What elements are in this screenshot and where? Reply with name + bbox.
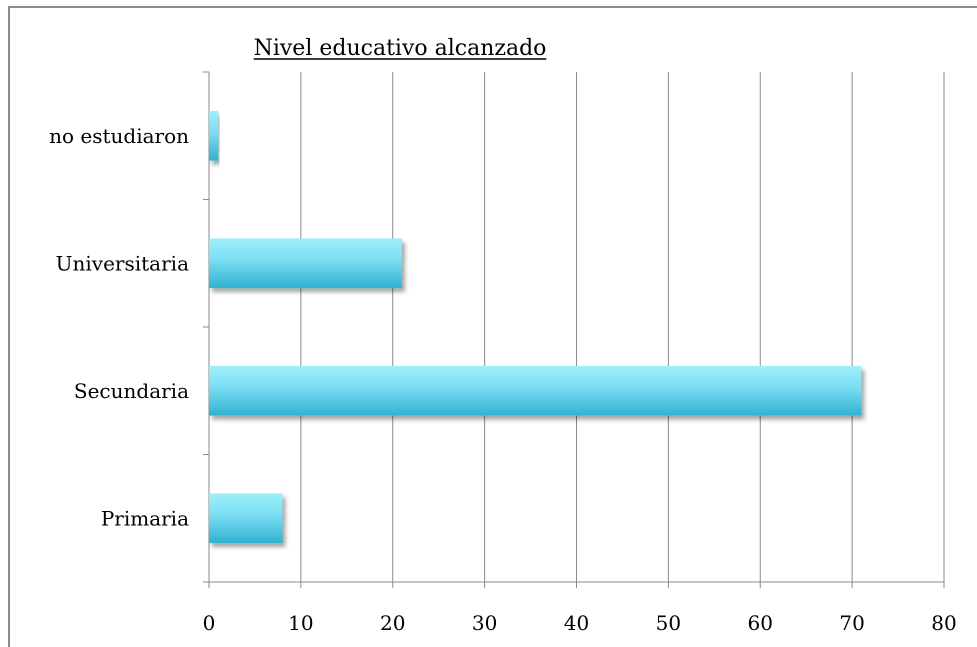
x-tick-label-10: 10 (288, 611, 313, 635)
bar-primaria (209, 493, 283, 544)
x-tick-label-70: 70 (839, 611, 864, 635)
bars (209, 110, 862, 544)
y-category-label-universitaria: Universitaria (56, 251, 189, 275)
y-category-label-no-estudiaron: no estudiaron (49, 124, 189, 148)
y-category-label-primaria: Primaria (101, 506, 189, 530)
axes (203, 71, 945, 588)
bar-no-estudiaron (209, 110, 219, 161)
x-tick-label-30: 30 (472, 611, 497, 635)
x-tick-label-20: 20 (380, 611, 405, 635)
chart-title: Nivel educativo alcanzado (254, 36, 547, 61)
bar-universitaria (209, 238, 402, 289)
x-tick-label-80: 80 (931, 611, 956, 635)
x-tick-label-40: 40 (564, 611, 589, 635)
x-tick-label-60: 60 (748, 611, 773, 635)
bar-secundaria (209, 365, 862, 416)
chart-area-border (8, 6, 977, 647)
x-tick-label-50: 50 (656, 611, 681, 635)
gridlines (300, 72, 945, 582)
y-category-label-secundaria: Secundaria (74, 379, 189, 403)
x-tick-label-0: 0 (203, 611, 216, 635)
labels: 0 10 20 30 40 50 60 70 80 Primaria Secundaria Unive… (49, 124, 957, 635)
